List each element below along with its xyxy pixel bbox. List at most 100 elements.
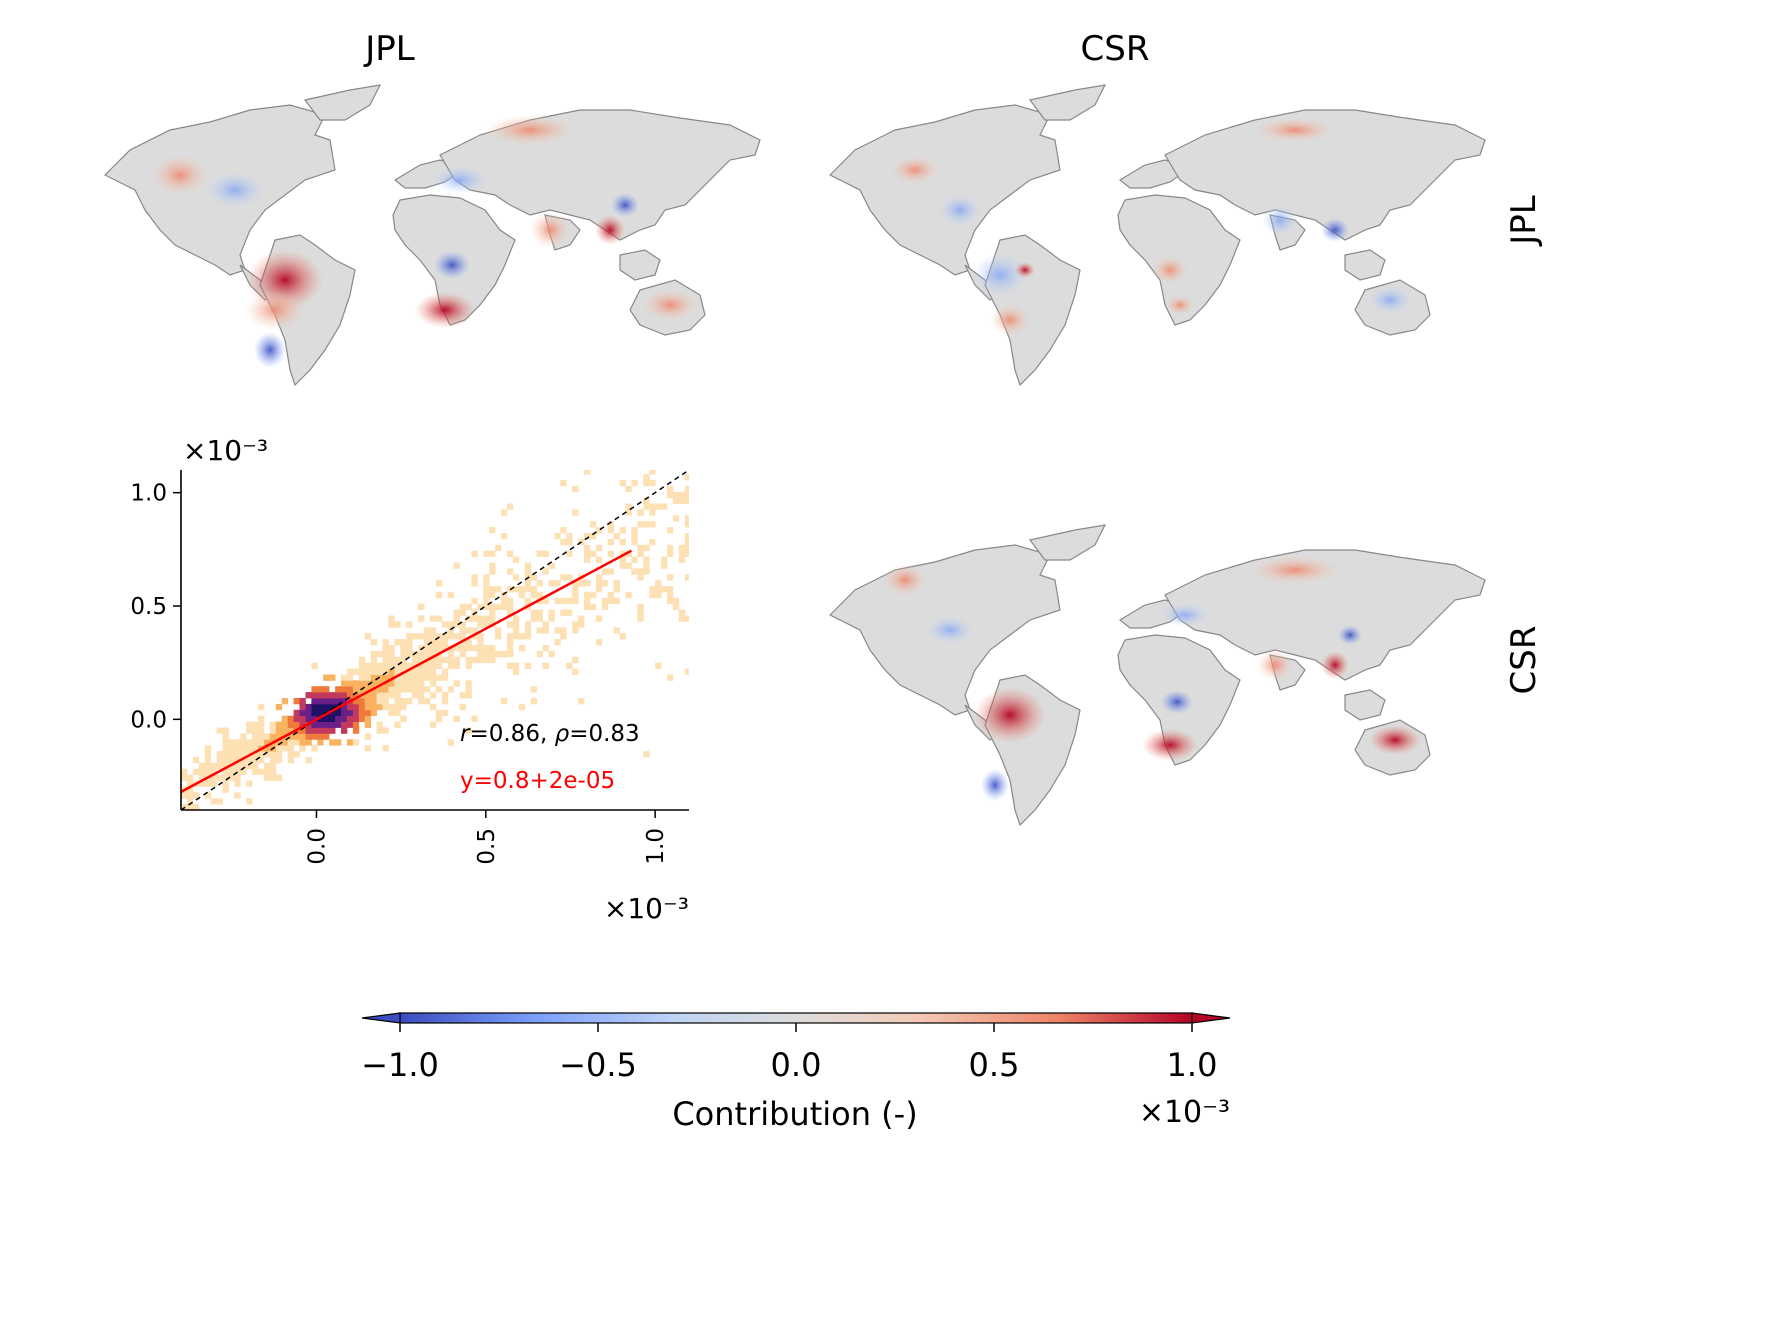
histogram-bin — [667, 550, 674, 557]
histogram-bin — [388, 692, 395, 699]
row-title-csr: CSR — [1504, 626, 1544, 695]
histogram-bin — [477, 645, 484, 652]
histogram-bin — [346, 692, 354, 699]
colorbar-multiplier: ×10⁻³ — [1139, 1095, 1230, 1130]
histogram-bin — [216, 757, 223, 764]
histogram-bin — [299, 721, 306, 728]
histogram-bin — [643, 556, 650, 563]
histogram-bin — [548, 580, 555, 587]
histogram-bin — [234, 745, 241, 752]
histogram-bin — [388, 615, 395, 622]
histogram-bin — [601, 597, 609, 605]
regression-line — [180, 549, 633, 793]
histogram-bin — [678, 609, 686, 616]
histogram-bin — [578, 615, 585, 622]
histogram-bin — [459, 703, 466, 711]
histogram-bin — [512, 586, 520, 593]
histogram-bin — [601, 603, 609, 610]
histogram-bin — [222, 745, 229, 752]
histogram-bin — [234, 792, 241, 799]
histogram-bin — [400, 698, 407, 705]
histogram-bin — [275, 751, 283, 758]
histogram-bin — [234, 757, 241, 764]
histogram-bin — [649, 503, 656, 510]
colorbar-body — [399, 1012, 1193, 1024]
histogram-bin — [684, 491, 689, 499]
histogram-bin — [275, 774, 283, 781]
histogram-bin — [192, 768, 200, 775]
histogram-bin — [228, 751, 235, 758]
histogram-bin — [560, 538, 567, 546]
histogram-bin — [222, 739, 229, 746]
histogram-bin — [631, 538, 638, 546]
histogram-bin — [264, 774, 271, 781]
histogram-bin — [323, 703, 330, 711]
histogram-bin — [287, 733, 294, 740]
histogram-bin — [536, 580, 543, 587]
histogram-bin — [595, 556, 603, 563]
histogram-bin — [305, 692, 312, 699]
histogram-bin — [566, 662, 573, 669]
histogram-bin — [418, 615, 425, 622]
histogram-bin — [424, 674, 431, 681]
histogram-bin — [192, 804, 200, 810]
histogram-bin — [317, 703, 324, 711]
histogram-bin — [311, 745, 318, 752]
histogram-bin — [530, 686, 537, 693]
histogram-bin — [619, 633, 626, 640]
map-jpl-csr — [829, 84, 1486, 386]
histogram-bin — [329, 692, 336, 699]
histogram-bin — [275, 733, 283, 740]
histogram-bin — [471, 715, 478, 722]
histogram-bin — [269, 751, 277, 758]
histogram-bin — [358, 703, 366, 711]
histogram-bin — [429, 633, 437, 640]
histogram-bin — [364, 698, 371, 705]
stats-r-value: =0.86, — [469, 721, 554, 747]
histogram-bin — [323, 692, 330, 699]
histogram-bin — [394, 703, 401, 711]
histogram-bin — [447, 656, 454, 664]
histogram-bin — [293, 698, 300, 705]
histogram-bin — [566, 538, 573, 546]
histogram-bin — [228, 757, 235, 764]
colorbar-tick-label: −0.5 — [559, 1046, 637, 1084]
histogram-bin — [222, 762, 229, 770]
histogram-bin — [222, 774, 229, 781]
histogram-bin — [483, 656, 490, 664]
histogram-bin — [489, 609, 496, 616]
histogram-bin — [595, 580, 603, 587]
histogram-bin — [412, 686, 419, 693]
histogram-bin — [495, 633, 502, 640]
histogram-bin — [317, 698, 324, 705]
histogram-bin — [269, 762, 277, 770]
histogram-bin — [655, 662, 662, 669]
histogram-bin — [305, 703, 312, 711]
histogram-bin — [530, 609, 537, 616]
histogram-bin — [512, 627, 520, 634]
histogram-bin — [607, 550, 614, 557]
histogram-bin — [341, 692, 348, 699]
histogram-bin — [358, 668, 366, 675]
histogram-bin — [613, 586, 620, 593]
histogram-bin — [643, 474, 650, 481]
histogram-bin — [394, 639, 401, 646]
histogram-bin — [329, 715, 336, 722]
histogram-bin — [323, 686, 330, 693]
histogram-bin — [435, 674, 443, 681]
histogram-bin — [329, 721, 336, 728]
histogram-bin — [459, 692, 466, 699]
histogram-bin — [459, 609, 466, 616]
histogram-bin — [346, 709, 354, 717]
histogram-bin — [335, 686, 342, 693]
histogram-bin — [678, 497, 686, 504]
histogram-bin — [204, 751, 211, 758]
histogram-bin — [388, 621, 395, 628]
histogram-bin — [483, 650, 490, 658]
histogram-bin — [447, 686, 454, 693]
histogram-bin — [181, 768, 188, 775]
histogram-bin — [536, 615, 543, 622]
histogram-bin — [311, 692, 318, 699]
row-title-jpl: JPL — [1504, 195, 1544, 247]
histogram-bin — [418, 662, 425, 669]
